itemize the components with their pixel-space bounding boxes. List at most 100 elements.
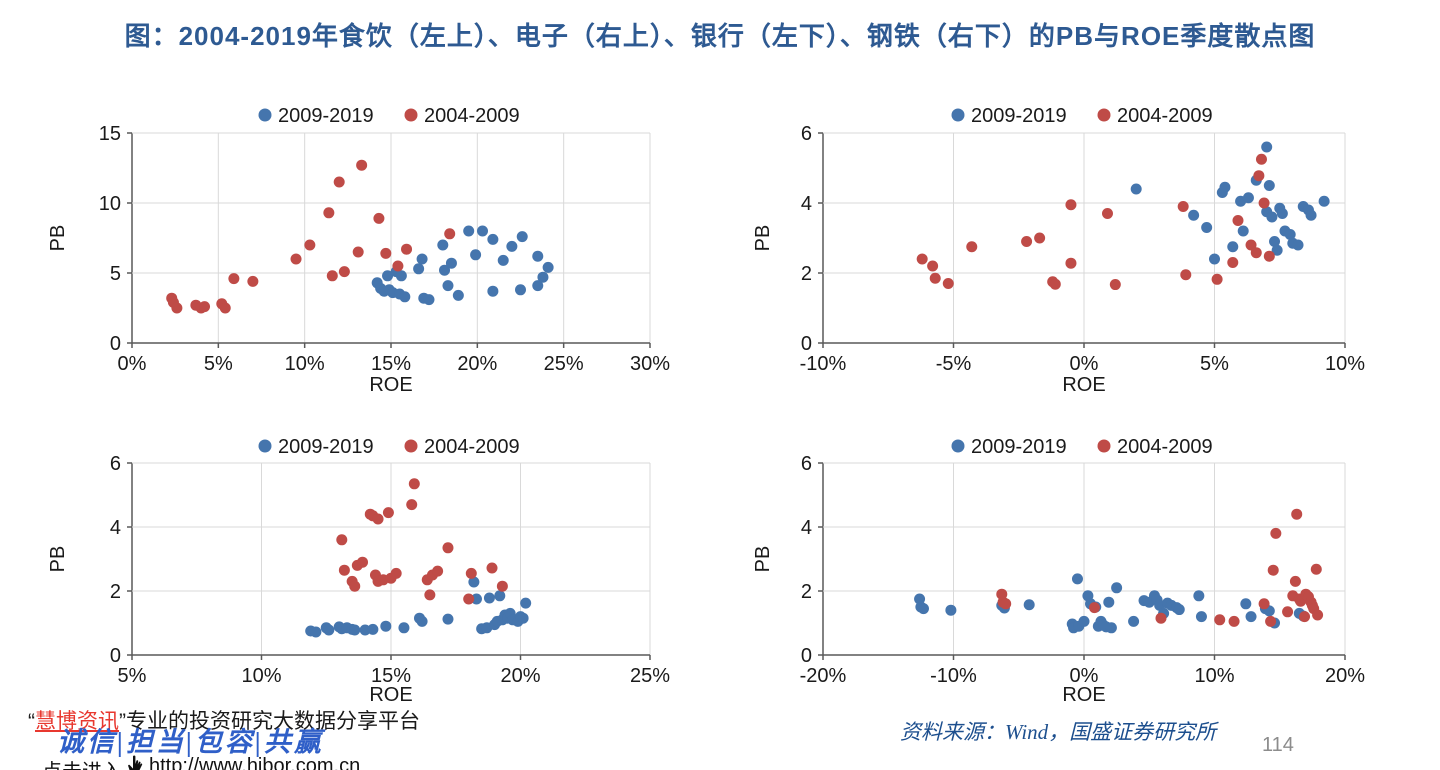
y-tick-label: 4	[801, 193, 812, 215]
y-tick-label: 0	[110, 645, 121, 667]
y-axis-title: PB	[752, 546, 774, 573]
watermark-cta-line[interactable]: 点击进入 http://www.hibor.com.cn	[42, 755, 360, 770]
scatter-point	[1255, 153, 1267, 165]
legend-label: 2009-2019	[278, 105, 374, 127]
y-tick-label: 0	[801, 645, 812, 667]
y-axis-title: PB	[47, 225, 69, 252]
scatter-point	[1261, 141, 1273, 153]
watermark-brand-line: “慧博资讯”专业的投资研究大数据分享平台	[28, 705, 420, 735]
x-tick-label: 0%	[1070, 353, 1099, 375]
chart-steel: -20% -10% 0% 10% 20% 0 2 4 6 ROE PB 2009-2019 2004-2…	[752, 436, 1365, 706]
scatter-point	[380, 247, 392, 259]
scatter-point	[1282, 606, 1294, 618]
page-number: 114	[1262, 734, 1294, 756]
legend-dot	[1097, 108, 1111, 122]
scatter-point	[442, 542, 454, 554]
x-axis-title: ROE	[1062, 374, 1105, 396]
scatter-point	[520, 597, 532, 609]
cta-label[interactable]: 点击进入	[42, 755, 122, 770]
scatter-point	[432, 565, 444, 577]
scatter-point	[380, 620, 392, 632]
scatter-point	[416, 615, 428, 627]
scatter-point	[219, 302, 231, 314]
scatter-point	[1312, 609, 1324, 621]
scatter-point	[1128, 615, 1140, 627]
scatter-point	[465, 567, 477, 579]
legend-dot	[951, 108, 965, 122]
scatter-point	[1034, 232, 1046, 244]
y-tick-label: 4	[110, 517, 121, 539]
scatter-point	[517, 612, 529, 624]
scatter-point	[382, 507, 394, 519]
scatter-point	[356, 159, 368, 171]
scatter-point	[1245, 611, 1257, 623]
scatter-point	[532, 250, 544, 262]
scatter-point	[1180, 269, 1192, 281]
scatter-point	[470, 593, 482, 605]
scatter-point	[497, 254, 509, 266]
scatter-point	[487, 233, 499, 245]
y-tick-label: 10	[99, 193, 121, 215]
scatter-point	[542, 261, 554, 273]
scatter-point	[1266, 211, 1278, 223]
chart-food-beverage: 0% 5% 10% 15% 20% 25% 30% 0 5 10 15 ROE PB 2009-2019 2…	[47, 105, 670, 396]
x-tick-label: -5%	[936, 353, 972, 375]
y-tick-label: 6	[801, 123, 812, 145]
x-tick-label: -10%	[930, 665, 977, 687]
x-tick-label: 15%	[371, 353, 411, 375]
scatter-point	[423, 294, 435, 306]
y-tick-label: 6	[801, 453, 812, 475]
scatter-point	[1155, 612, 1167, 624]
watermark-url[interactable]: http://www.hibor.com.cn	[149, 755, 361, 770]
chart-electronics: -10% -5% 0% 5% 10% 0 2 4 6 ROE PB 2009-2019 2004-200…	[752, 105, 1365, 396]
scatter-point	[1263, 180, 1275, 191]
scatter-point	[1289, 575, 1301, 587]
scatter-point	[1284, 229, 1296, 240]
scatter-point	[1269, 236, 1281, 247]
y-tick-label: 4	[801, 517, 812, 539]
scatter-point	[1195, 611, 1207, 623]
scatter-point	[1310, 563, 1322, 575]
scatter-point	[1227, 241, 1239, 253]
y-tick-label: 2	[801, 263, 812, 285]
scatter-point	[1299, 611, 1311, 623]
scatter-point	[463, 225, 475, 237]
scatter-point	[463, 593, 475, 605]
x-axis-title: ROE	[369, 374, 412, 396]
scatter-point	[1209, 253, 1220, 265]
scatter-point	[1265, 615, 1277, 627]
x-tick-label: 0%	[118, 353, 147, 375]
scatter-point	[515, 284, 526, 296]
scatter-point	[1258, 598, 1270, 610]
x-tick-label: 5%	[1200, 353, 1229, 375]
scatter-point	[352, 246, 364, 258]
watermark-brand[interactable]: 慧博资讯	[35, 710, 119, 733]
x-tick-label: 15%	[371, 665, 411, 687]
y-tick-label: 0	[110, 333, 121, 355]
x-tick-label: 5%	[204, 353, 233, 375]
scatter-point	[399, 291, 411, 303]
x-tick-label: 0%	[1070, 665, 1099, 687]
scatter-point	[1242, 192, 1254, 204]
scatter-point	[1305, 209, 1317, 221]
quote-close: ”	[119, 710, 126, 733]
x-tick-label: 10%	[1194, 665, 1234, 687]
legend-label: 2004-2009	[1117, 436, 1213, 458]
y-tick-label: 5	[110, 263, 121, 285]
scatter-point	[401, 243, 413, 255]
chart-banks: 5% 10% 15% 20% 25% 0 2 4 6 ROE PB 2009-2019 2004-200…	[47, 436, 670, 706]
scatter-point	[199, 301, 211, 313]
scatter-point	[444, 228, 456, 240]
scatter-point	[1103, 596, 1115, 608]
scatter-point	[382, 270, 394, 282]
scatter-point	[1271, 244, 1283, 256]
scatter-point	[1291, 508, 1303, 520]
scatter-point	[390, 567, 402, 579]
scatter-point	[392, 260, 404, 272]
source-attribution: 资料来源：Wind，国盛证券研究所	[900, 720, 1217, 744]
scatter-point	[310, 626, 322, 638]
scatter-point	[452, 289, 464, 301]
scatter-point	[1088, 602, 1100, 614]
scatter-point	[496, 580, 508, 592]
